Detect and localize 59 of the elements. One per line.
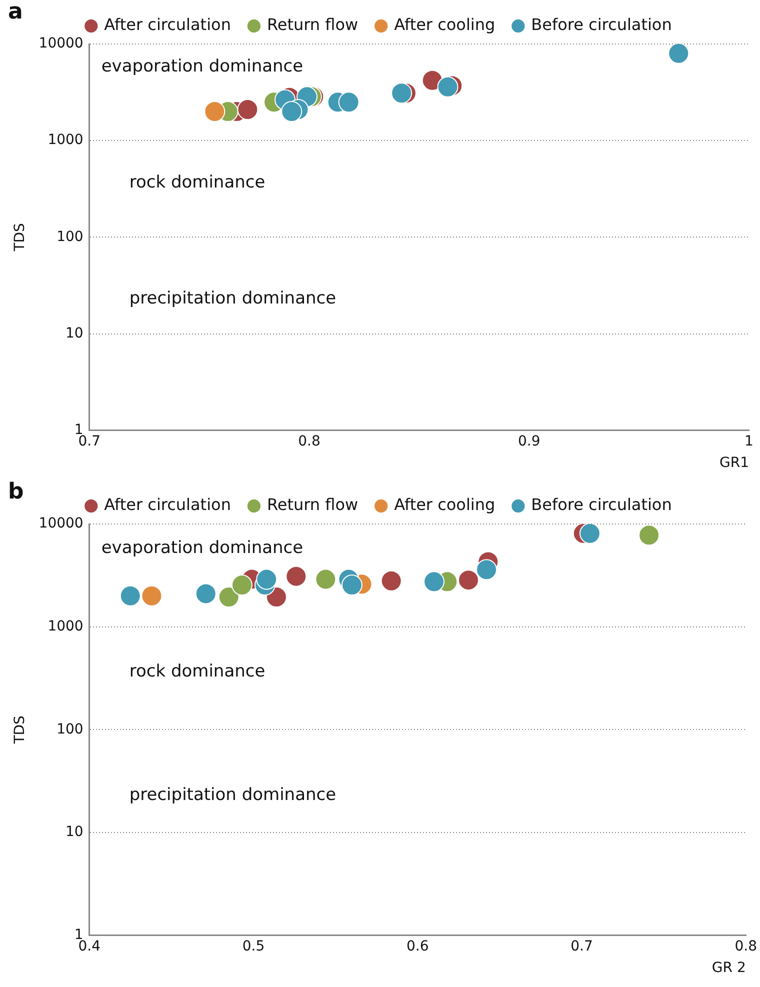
legend-label: Before circulation <box>531 495 672 514</box>
point <box>638 524 660 546</box>
point <box>341 574 362 596</box>
x-tick-label: 0.4 <box>78 938 101 954</box>
point <box>668 44 690 64</box>
y-tick-label: 10 <box>66 325 84 342</box>
x-tick-label: 0.5 <box>242 938 265 954</box>
annotation: precipitation dominance <box>129 784 336 805</box>
point <box>256 568 278 590</box>
legend-label: Before circulation <box>531 15 672 34</box>
legend-label: After cooling <box>394 495 496 514</box>
point <box>218 586 240 608</box>
point <box>579 524 600 544</box>
point <box>204 101 226 122</box>
point <box>231 574 252 596</box>
y-tick-label: 10000 <box>38 516 84 532</box>
chart-title: a <box>8 0 23 25</box>
x-tick-label: 0.9 <box>518 433 540 450</box>
x-axis-title: GR1 <box>720 455 749 472</box>
point <box>424 571 445 592</box>
x-tick-label: 0.8 <box>734 938 757 954</box>
point <box>120 585 141 606</box>
point <box>391 82 412 104</box>
legend-label: After circulation <box>104 495 231 514</box>
annotation: precipitation dominance <box>129 288 336 308</box>
x-tick-label: 1 <box>744 433 754 450</box>
point <box>315 568 336 590</box>
point <box>237 98 258 120</box>
x-tick-label: 0.8 <box>298 433 320 450</box>
y-tick-label: 1000 <box>48 132 84 148</box>
y-tick-label: 10 <box>66 824 84 840</box>
point <box>195 583 216 604</box>
chart-title: b <box>8 480 24 505</box>
legend-label: After cooling <box>394 15 496 34</box>
annotation: rock dominance <box>129 172 266 193</box>
y-axis-title: TDS <box>12 222 28 252</box>
y-axis-title: TDS <box>12 715 28 745</box>
y-tick-label: 100 <box>56 228 84 245</box>
annotation: rock dominance <box>129 662 266 682</box>
point <box>458 570 479 591</box>
point <box>286 566 307 587</box>
legend-label: Return flow <box>266 15 358 34</box>
x-tick-label: 0.7 <box>78 433 100 450</box>
y-tick-label: 10000 <box>38 36 84 52</box>
annotation: evaporation dominance <box>101 56 304 77</box>
annotation: evaporation dominance <box>101 538 304 558</box>
legend-label: After circulation <box>104 15 231 34</box>
point <box>338 92 360 113</box>
x-tick-label: 0.7 <box>570 938 593 954</box>
x-axis-title: GR 2 <box>712 960 746 976</box>
point <box>476 559 498 580</box>
x-tick-label: 0.6 <box>406 938 429 954</box>
point <box>281 101 302 122</box>
point <box>380 570 402 592</box>
point <box>141 585 162 606</box>
y-tick-label: 1000 <box>48 618 84 634</box>
legend-label: Return flow <box>266 495 358 514</box>
y-tick-label: 100 <box>56 721 84 738</box>
point <box>437 76 458 98</box>
